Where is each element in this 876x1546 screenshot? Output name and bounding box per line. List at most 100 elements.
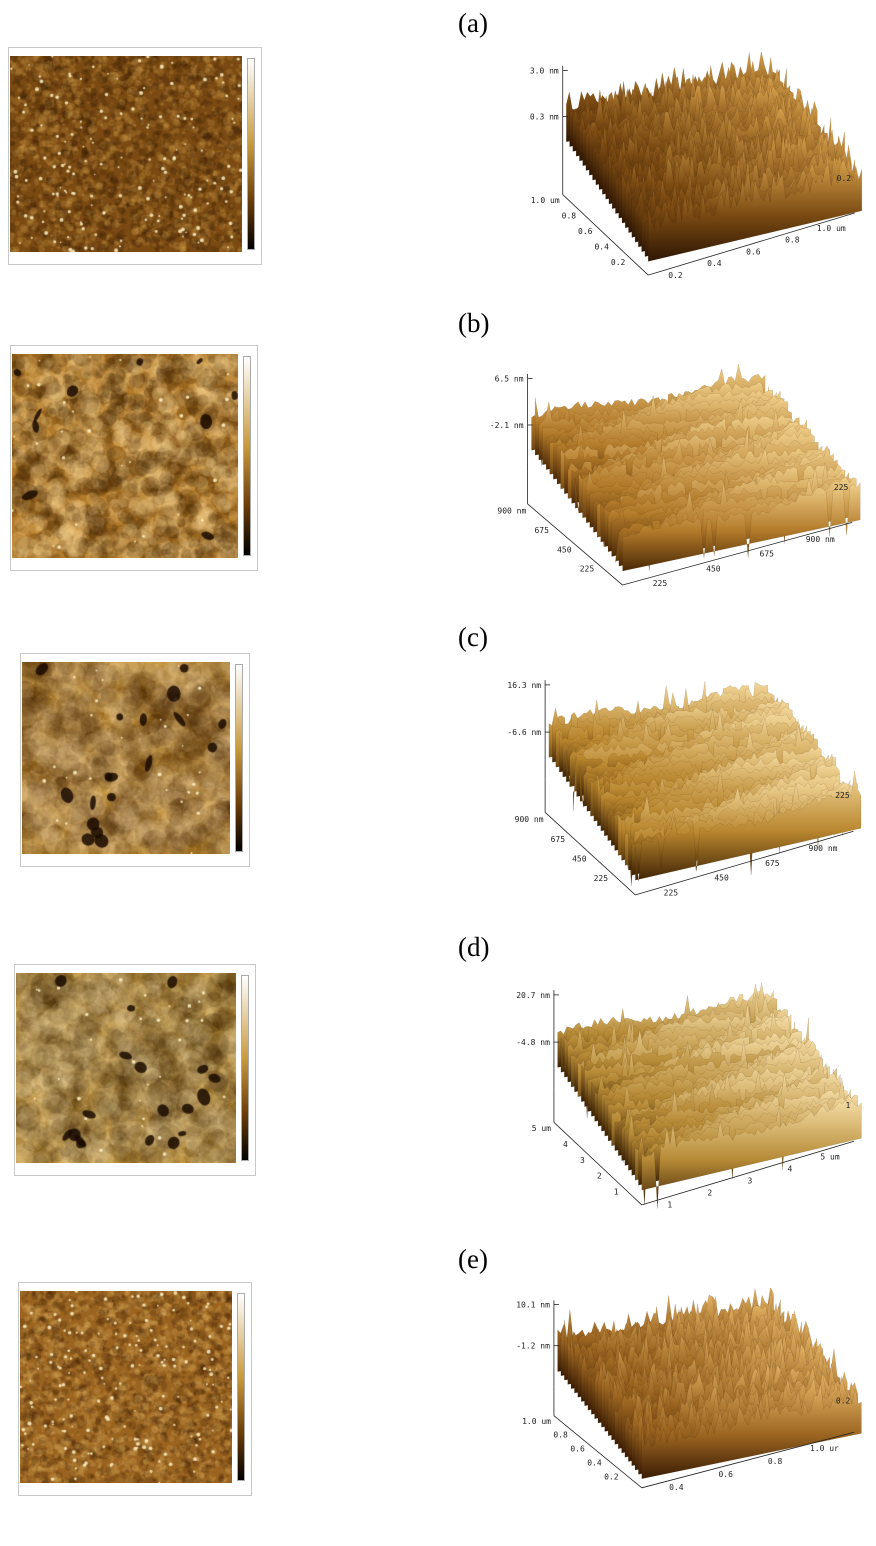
bottom-base-axis: [622, 522, 853, 586]
afm-height-image: [18, 1282, 252, 1496]
panel-label: (e): [458, 1244, 488, 1274]
panel-label: (d): [458, 932, 490, 962]
afm-panel-a: (a) 3.0 nm 0.3 nm 1.0 um 0.8 0.6 0.4 0.2 0.2 0.4 0…: [0, 0, 876, 310]
left-axis-tick-label: 0.6: [578, 227, 593, 236]
left-axis-tick-label: 5 um: [532, 1124, 551, 1133]
afm-panel-e: (e) 10.1 nm -1.2 nm 1.0 um 0.8 0.6 0.4 0.2 0.4 0.…: [0, 1236, 876, 1546]
afm-panel-d: (d) 20.7 nm -4.8 nm 5 um 4 3 2 1 1 2 3 4 5 um 1: [0, 924, 876, 1234]
z-axis-label: 6.5 nm: [495, 375, 524, 384]
left-base-axis: [562, 194, 649, 276]
image-toolbar: [19, 1283, 79, 1296]
left-axis-tick-label: 225: [594, 874, 609, 883]
left-base-axis: [553, 1415, 643, 1489]
bottom-axis-tick-label: 1: [667, 1201, 672, 1210]
bottom-axis-tick-label: 675: [760, 550, 775, 559]
z-axis-label: 10.1 nm: [516, 1300, 550, 1309]
z-axis-label: -6.6 nm: [507, 728, 541, 737]
image-toolbar: [21, 654, 81, 667]
bottom-axis-tick-label: 0.4: [669, 1483, 684, 1492]
left-axis-tick-label: 225: [580, 565, 595, 574]
image-toolbar: [11, 346, 71, 359]
bottom-axis-tick-label: 0.8: [768, 1457, 783, 1466]
bottom-axis-tick-label: 675: [765, 859, 780, 868]
left-axis-tick-label: 3: [580, 1156, 585, 1165]
left-axis-tick-label: 0.8: [562, 212, 577, 221]
bottom-axis-tick-label: 5 um: [820, 1152, 839, 1161]
left-axis-tick-label: 900 nm: [497, 507, 526, 516]
afm-height-image: [8, 47, 262, 265]
afm-3d-surface-plot: 6.5 nm -2.1 nm 900 nm 675 450 225 225 450 675 900…: [490, 363, 861, 588]
left-axis-tick-label: 0.4: [587, 1458, 602, 1467]
height-map: [16, 973, 236, 1163]
bottom-axis-tick-label: 225: [653, 579, 668, 588]
bottom-axis-tick-label: 0.6: [718, 1470, 733, 1479]
panel-label: (b): [458, 308, 490, 338]
left-axis-tick-label: 4: [563, 1140, 568, 1149]
bottom-axis-tick-label: 1.0 um: [817, 224, 846, 233]
color-scale-bar: [237, 1293, 245, 1481]
image-toolbar: [9, 48, 69, 61]
bottom-axis-tick-label: 0.4: [707, 259, 722, 268]
left-axis-tick-label: 0.4: [594, 243, 609, 252]
right-axis-tick-label: 225: [835, 791, 850, 800]
surface-row: [641, 1383, 862, 1479]
afm-3d-surface-plot: 10.1 nm-1.2 nm1.0 um0.80.60.40.20.40.60.…: [516, 1288, 862, 1492]
afm-panel-b: (b) 6.5 nm -2.1 nm 900 nm 675 450 225 225 450 675…: [0, 300, 876, 610]
bottom-axis-tick-label: 0.8: [785, 236, 800, 245]
panel-label: (a): [458, 8, 488, 38]
afm-3d-surface-plot: 3.0 nm0.3 nm1.0 um0.80.60.40.20.20.40.60…: [530, 52, 862, 280]
left-axis-tick-label: 450: [557, 545, 572, 554]
left-axis-tick-label: 1.0 um: [522, 1417, 551, 1426]
z-axis-label: 16.3 nm: [507, 681, 541, 690]
bottom-base-axis: [648, 212, 855, 276]
left-axis-tick-label: 0.2: [604, 1472, 619, 1481]
left-axis-tick-label: 675: [551, 835, 566, 844]
left-axis-tick-label: 0.2: [611, 258, 626, 267]
bottom-axis-tick-label: 225: [664, 889, 679, 898]
afm-3d-surface-plot: 16.3 nm -6.6 nm 900 nm 675 450 225 225 450 675 90…: [507, 680, 862, 898]
bottom-base-axis: [641, 1140, 855, 1206]
left-axis-tick-label: 900 nm: [515, 815, 544, 824]
height-map: [10, 56, 242, 252]
afm-panel-c: (c) 16.3 nm -6.6 nm 900 nm 675 450 225 225 450 67…: [0, 614, 876, 924]
left-axis-tick-label: 1.0 um: [531, 196, 560, 205]
afm-height-image: [14, 964, 256, 1176]
right-axis-tick-label: 1: [846, 1101, 851, 1110]
bottom-axis-tick-label: 900 nm: [806, 535, 835, 544]
bottom-axis-tick-label: 900 nm: [809, 844, 838, 853]
afm-height-image: [20, 653, 250, 867]
color-scale-bar: [241, 975, 249, 1161]
panel-label: (c): [458, 622, 488, 652]
bottom-axis-tick-label: 4: [788, 1164, 793, 1173]
bottom-axis-tick-label: 2: [707, 1188, 712, 1197]
color-scale-bar: [243, 356, 251, 556]
afm-3d-surface-plot: 20.7 nm -4.8 nm 5 um 4 3 2 1 1 2 3 4 5 um 1: [516, 982, 862, 1210]
left-axis-tick-label: 450: [572, 855, 587, 864]
z-axis-label: 0.3 nm: [530, 112, 559, 121]
bottom-axis-tick-label: 450: [714, 874, 729, 883]
color-scale-bar: [247, 58, 255, 250]
left-base-axis: [553, 1122, 643, 1206]
right-axis-tick-label: 225: [834, 483, 849, 492]
z-axis-label: -4.8 nm: [516, 1038, 550, 1047]
color-scale-bar: [235, 664, 243, 852]
bottom-axis-tick-label: 450: [706, 564, 721, 573]
left-axis-tick-label: 0.6: [570, 1445, 585, 1454]
z-axis-label: 20.7 nm: [516, 991, 550, 1000]
bottom-base-axis: [635, 830, 854, 896]
z-axis-label: 3.0 nm: [530, 66, 559, 75]
height-map: [22, 662, 230, 854]
bottom-axis-tick-label: 3: [747, 1176, 752, 1185]
height-map: [20, 1291, 232, 1483]
z-axis-label: -2.1 nm: [490, 421, 524, 430]
surface-row: [635, 770, 862, 882]
left-axis-tick-label: 1: [614, 1188, 619, 1197]
bottom-axis-tick-label: 0.6: [746, 247, 761, 256]
bottom-axis-tick-label: 1.0 ur: [810, 1444, 839, 1453]
afm-height-image: [10, 345, 258, 571]
surface-row: [648, 158, 862, 262]
right-axis-tick-label: 0.2: [837, 174, 852, 183]
left-axis-tick-label: 675: [534, 526, 549, 535]
z-axis-label: -1.2 nm: [516, 1342, 550, 1351]
bottom-axis-tick-label: 0.2: [668, 271, 683, 280]
